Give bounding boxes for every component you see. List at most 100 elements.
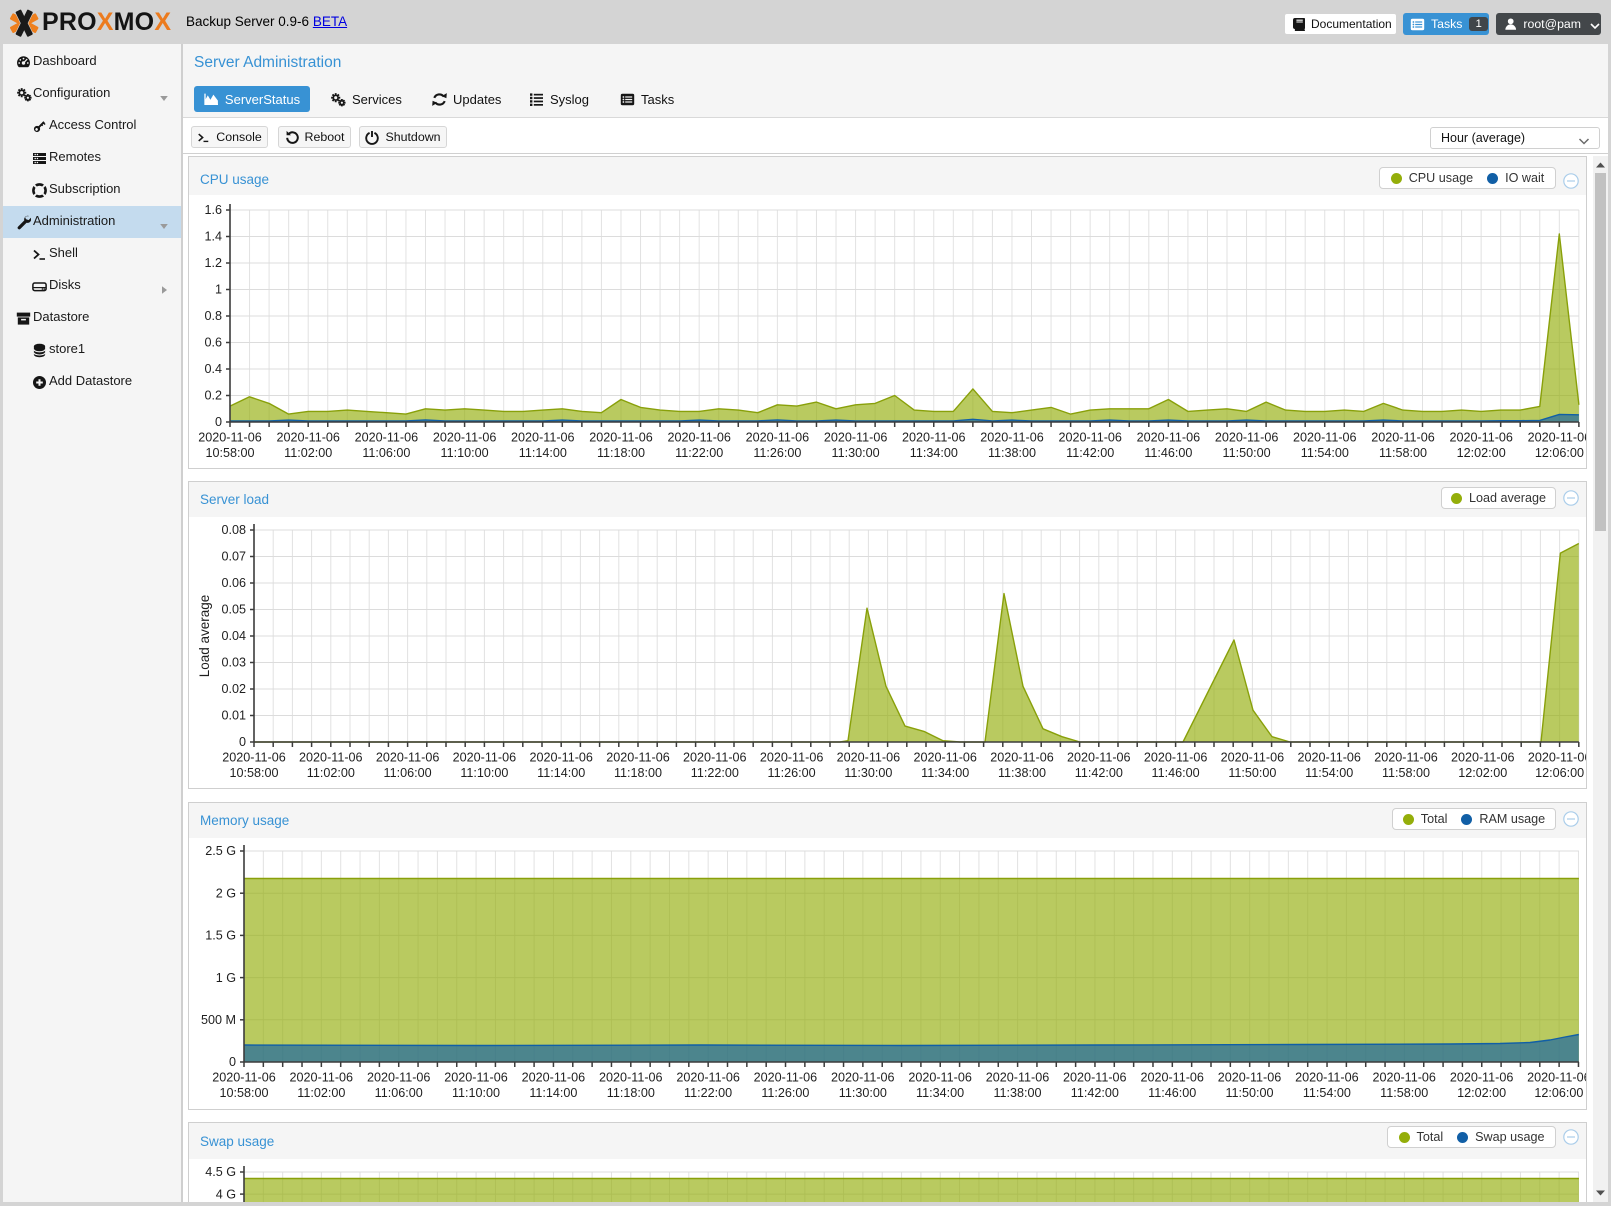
svg-text:0: 0 xyxy=(215,415,222,429)
svg-text:11:46:00: 11:46:00 xyxy=(1152,766,1200,780)
svg-text:11:22:00: 11:22:00 xyxy=(684,1086,732,1100)
svg-text:2020-11-06: 2020-11-06 xyxy=(824,431,888,445)
svg-text:11:38:00: 11:38:00 xyxy=(993,1086,1041,1100)
svg-text:2020-11-06: 2020-11-06 xyxy=(444,1071,508,1085)
svg-text:11:50:00: 11:50:00 xyxy=(1223,446,1271,460)
svg-text:2020-11-06: 2020-11-06 xyxy=(355,431,419,445)
svg-text:11:10:00: 11:10:00 xyxy=(441,446,489,460)
svg-text:2020-11-06: 2020-11-06 xyxy=(746,431,810,445)
svg-text:0.02: 0.02 xyxy=(221,682,246,696)
svg-text:4 G: 4 G xyxy=(216,1187,236,1201)
svg-text:11:46:00: 11:46:00 xyxy=(1144,446,1192,460)
svg-text:10:58:00: 10:58:00 xyxy=(229,766,278,780)
svg-text:2020-11-06: 2020-11-06 xyxy=(1451,751,1515,765)
svg-text:2 G: 2 G xyxy=(216,886,236,900)
svg-text:2020-11-06: 2020-11-06 xyxy=(222,751,286,765)
svg-text:2020-11-06: 2020-11-06 xyxy=(276,431,340,445)
svg-text:2020-11-06: 2020-11-06 xyxy=(837,751,901,765)
svg-text:2020-11-06: 2020-11-06 xyxy=(522,1071,586,1085)
svg-text:2020-11-06: 2020-11-06 xyxy=(1218,1071,1282,1085)
svg-text:12:02:00: 12:02:00 xyxy=(1457,446,1506,460)
svg-text:0.05: 0.05 xyxy=(221,603,246,617)
svg-text:11:10:00: 11:10:00 xyxy=(460,766,508,780)
svg-text:2020-11-06: 2020-11-06 xyxy=(1058,431,1122,445)
svg-text:11:50:00: 11:50:00 xyxy=(1225,1086,1273,1100)
svg-text:11:14:00: 11:14:00 xyxy=(529,1086,577,1100)
svg-text:0.06: 0.06 xyxy=(221,576,246,590)
svg-text:2.5 G: 2.5 G xyxy=(205,844,236,858)
svg-text:11:54:00: 11:54:00 xyxy=(1301,446,1349,460)
svg-text:0.4: 0.4 xyxy=(204,362,222,376)
svg-text:0.08: 0.08 xyxy=(221,523,246,537)
svg-text:0.01: 0.01 xyxy=(221,709,246,723)
svg-text:2020-11-06: 2020-11-06 xyxy=(1063,1071,1127,1085)
svg-text:2020-11-06: 2020-11-06 xyxy=(1221,751,1285,765)
svg-text:2020-11-06: 2020-11-06 xyxy=(1527,1071,1586,1085)
svg-text:2020-11-06: 2020-11-06 xyxy=(1450,1071,1514,1085)
svg-text:11:02:00: 11:02:00 xyxy=(297,1086,345,1100)
svg-text:11:34:00: 11:34:00 xyxy=(921,766,969,780)
svg-text:0: 0 xyxy=(229,1055,236,1069)
svg-text:11:18:00: 11:18:00 xyxy=(607,1086,655,1100)
svg-text:2020-11-06: 2020-11-06 xyxy=(1297,751,1361,765)
svg-text:2020-11-06: 2020-11-06 xyxy=(529,751,593,765)
svg-text:2020-11-06: 2020-11-06 xyxy=(1528,751,1586,765)
svg-text:0.04: 0.04 xyxy=(221,629,246,643)
svg-text:2020-11-06: 2020-11-06 xyxy=(676,1071,740,1085)
svg-text:11:58:00: 11:58:00 xyxy=(1380,1086,1428,1100)
svg-text:11:02:00: 11:02:00 xyxy=(284,446,332,460)
svg-text:2020-11-06: 2020-11-06 xyxy=(683,751,747,765)
svg-text:2020-11-06: 2020-11-06 xyxy=(1372,1071,1436,1085)
svg-text:0.6: 0.6 xyxy=(204,336,222,350)
svg-text:11:30:00: 11:30:00 xyxy=(839,1086,887,1100)
svg-text:11:22:00: 11:22:00 xyxy=(675,446,723,460)
svg-text:2020-11-06: 2020-11-06 xyxy=(980,431,1044,445)
svg-text:11:46:00: 11:46:00 xyxy=(1148,1086,1196,1100)
svg-text:2020-11-06: 2020-11-06 xyxy=(599,1071,663,1085)
svg-text:2020-11-06: 2020-11-06 xyxy=(367,1071,431,1085)
svg-text:500 M: 500 M xyxy=(201,1013,236,1027)
svg-text:10:58:00: 10:58:00 xyxy=(219,1086,268,1100)
svg-text:0.8: 0.8 xyxy=(204,309,222,323)
svg-text:2020-11-06: 2020-11-06 xyxy=(986,1071,1050,1085)
svg-text:2020-11-06: 2020-11-06 xyxy=(1293,431,1357,445)
svg-text:2020-11-06: 2020-11-06 xyxy=(1371,431,1435,445)
svg-text:11:58:00: 11:58:00 xyxy=(1379,446,1427,460)
svg-text:11:34:00: 11:34:00 xyxy=(916,1086,964,1100)
svg-text:12:06:00: 12:06:00 xyxy=(1534,1086,1583,1100)
svg-text:2020-11-06: 2020-11-06 xyxy=(1215,431,1279,445)
svg-text:12:06:00: 12:06:00 xyxy=(1535,446,1584,460)
svg-text:1.6: 1.6 xyxy=(204,203,222,217)
svg-text:11:30:00: 11:30:00 xyxy=(832,446,880,460)
svg-text:11:50:00: 11:50:00 xyxy=(1228,766,1276,780)
svg-text:11:14:00: 11:14:00 xyxy=(537,766,585,780)
svg-text:11:14:00: 11:14:00 xyxy=(519,446,567,460)
svg-text:11:42:00: 11:42:00 xyxy=(1075,766,1123,780)
svg-text:11:26:00: 11:26:00 xyxy=(768,766,816,780)
svg-text:11:30:00: 11:30:00 xyxy=(844,766,892,780)
svg-text:11:42:00: 11:42:00 xyxy=(1066,446,1114,460)
svg-text:2020-11-06: 2020-11-06 xyxy=(511,431,575,445)
svg-text:11:34:00: 11:34:00 xyxy=(910,446,958,460)
svg-text:2020-11-06: 2020-11-06 xyxy=(589,431,653,445)
svg-text:2020-11-06: 2020-11-06 xyxy=(1295,1071,1359,1085)
svg-text:1 G: 1 G xyxy=(216,971,236,985)
svg-text:12:02:00: 12:02:00 xyxy=(1457,1086,1506,1100)
svg-text:11:54:00: 11:54:00 xyxy=(1303,1086,1351,1100)
svg-text:11:38:00: 11:38:00 xyxy=(998,766,1046,780)
svg-text:11:54:00: 11:54:00 xyxy=(1305,766,1353,780)
svg-text:2020-11-06: 2020-11-06 xyxy=(1140,1071,1204,1085)
svg-text:Load average: Load average xyxy=(197,595,212,678)
svg-text:2020-11-06: 2020-11-06 xyxy=(1144,751,1208,765)
svg-text:2020-11-06: 2020-11-06 xyxy=(1528,431,1586,445)
svg-text:11:06:00: 11:06:00 xyxy=(362,446,410,460)
svg-text:2020-11-06: 2020-11-06 xyxy=(433,431,497,445)
svg-text:2020-11-06: 2020-11-06 xyxy=(913,751,977,765)
svg-text:4.5 G: 4.5 G xyxy=(205,1165,236,1179)
svg-text:2020-11-06: 2020-11-06 xyxy=(831,1071,895,1085)
svg-text:2020-11-06: 2020-11-06 xyxy=(299,751,363,765)
svg-text:2020-11-06: 2020-11-06 xyxy=(290,1071,354,1085)
svg-text:2020-11-06: 2020-11-06 xyxy=(990,751,1054,765)
svg-text:11:06:00: 11:06:00 xyxy=(375,1086,423,1100)
svg-text:2020-11-06: 2020-11-06 xyxy=(1374,751,1438,765)
